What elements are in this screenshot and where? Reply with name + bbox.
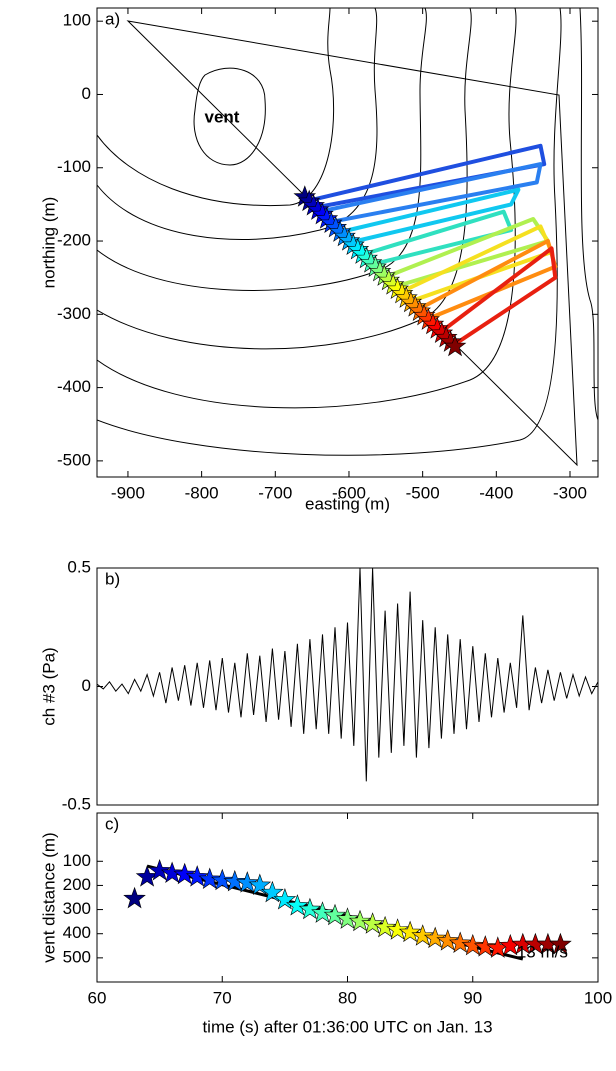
star-marker bbox=[411, 924, 434, 946]
y-tick-label: 0.5 bbox=[67, 557, 91, 576]
fit-label: 13 m/s bbox=[517, 943, 568, 962]
contour bbox=[193, 67, 266, 166]
y-tick-label: 0 bbox=[82, 84, 91, 103]
trajectory-loop bbox=[443, 246, 558, 346]
star-marker bbox=[373, 915, 397, 938]
y-tick-label: 100 bbox=[63, 851, 91, 870]
star-marker bbox=[261, 880, 284, 903]
x-tick-label: -800 bbox=[185, 483, 219, 502]
y-tick-label: 400 bbox=[63, 923, 91, 942]
contour bbox=[97, 8, 427, 291]
x-axis-label: time (s) after 01:36:00 UTC on Jan. 13 bbox=[202, 1017, 492, 1036]
star-marker bbox=[323, 903, 347, 926]
star-marker bbox=[198, 867, 222, 890]
y-axis-label: ch #3 (Pa) bbox=[39, 647, 58, 725]
y-tick-label: 500 bbox=[63, 947, 91, 966]
star-marker bbox=[311, 901, 334, 923]
star-marker bbox=[185, 865, 209, 887]
star-marker bbox=[348, 909, 372, 932]
star-marker bbox=[461, 933, 485, 956]
star-marker bbox=[210, 868, 234, 891]
x-tick-label: 80 bbox=[338, 988, 357, 1007]
y-tick-label: -300 bbox=[57, 304, 91, 323]
star-marker bbox=[173, 862, 196, 885]
star-marker bbox=[223, 869, 247, 892]
y-tick-label: -0.5 bbox=[62, 794, 91, 813]
trajectory-loop bbox=[319, 162, 543, 225]
star-marker bbox=[423, 926, 447, 949]
star-marker bbox=[398, 920, 422, 943]
trajectory-loop bbox=[348, 187, 521, 243]
x-tick-label: -500 bbox=[406, 483, 440, 502]
star-marker bbox=[336, 907, 359, 929]
x-axis-label: easting (m) bbox=[305, 494, 390, 513]
trajectory-loop bbox=[308, 143, 547, 211]
y-tick-label: -100 bbox=[57, 157, 91, 176]
y-axis-label: northing (m) bbox=[39, 197, 58, 289]
star-marker bbox=[448, 931, 472, 954]
vent-label: vent bbox=[205, 107, 240, 126]
y-tick-label: 200 bbox=[63, 875, 91, 894]
star-marker bbox=[286, 894, 309, 916]
plot-layer bbox=[293, 143, 558, 357]
x-tick-label: -400 bbox=[479, 483, 513, 502]
y-tick-label: -400 bbox=[57, 377, 91, 396]
x-tick-label: 60 bbox=[88, 988, 107, 1007]
star-marker bbox=[123, 886, 146, 909]
contour bbox=[97, 8, 378, 241]
x-tick-label: 90 bbox=[463, 988, 482, 1007]
y-tick-label: -200 bbox=[57, 231, 91, 250]
panel-label: b) bbox=[105, 569, 120, 588]
x-tick-label: -300 bbox=[553, 483, 587, 502]
star-marker bbox=[436, 929, 460, 951]
x-tick-label: -600 bbox=[332, 483, 366, 502]
waveform bbox=[97, 568, 598, 782]
contour bbox=[97, 8, 335, 207]
contour bbox=[97, 8, 562, 456]
plot-layer bbox=[123, 859, 572, 961]
star-marker bbox=[298, 897, 322, 920]
star-marker bbox=[361, 912, 384, 934]
y-axis-label: vent distance (m) bbox=[39, 832, 58, 962]
trajectory-loop bbox=[370, 209, 514, 265]
y-tick-label: 0 bbox=[82, 676, 91, 695]
x-tick-label: 100 bbox=[584, 988, 612, 1007]
x-tick-label: 70 bbox=[213, 988, 232, 1007]
x-tick-label: -700 bbox=[258, 483, 292, 502]
star-marker bbox=[386, 918, 409, 940]
star-marker bbox=[160, 861, 184, 884]
y-tick-label: 100 bbox=[63, 11, 91, 30]
star-marker bbox=[473, 935, 497, 957]
axes-box bbox=[96, 567, 599, 806]
star-marker bbox=[148, 859, 171, 881]
y-tick-label: 300 bbox=[63, 899, 91, 918]
star-marker bbox=[273, 888, 297, 910]
x-tick-label: -900 bbox=[111, 483, 145, 502]
star-marker bbox=[549, 932, 572, 955]
plot-layer bbox=[97, 568, 598, 782]
star-marker bbox=[248, 873, 272, 896]
star-marker bbox=[235, 871, 259, 893]
panel-label: c) bbox=[105, 814, 119, 833]
panel-label: a) bbox=[105, 9, 120, 28]
star-marker bbox=[443, 334, 467, 357]
axes-box bbox=[96, 7, 599, 478]
y-tick-label: -500 bbox=[57, 450, 91, 469]
contour bbox=[579, 8, 598, 421]
